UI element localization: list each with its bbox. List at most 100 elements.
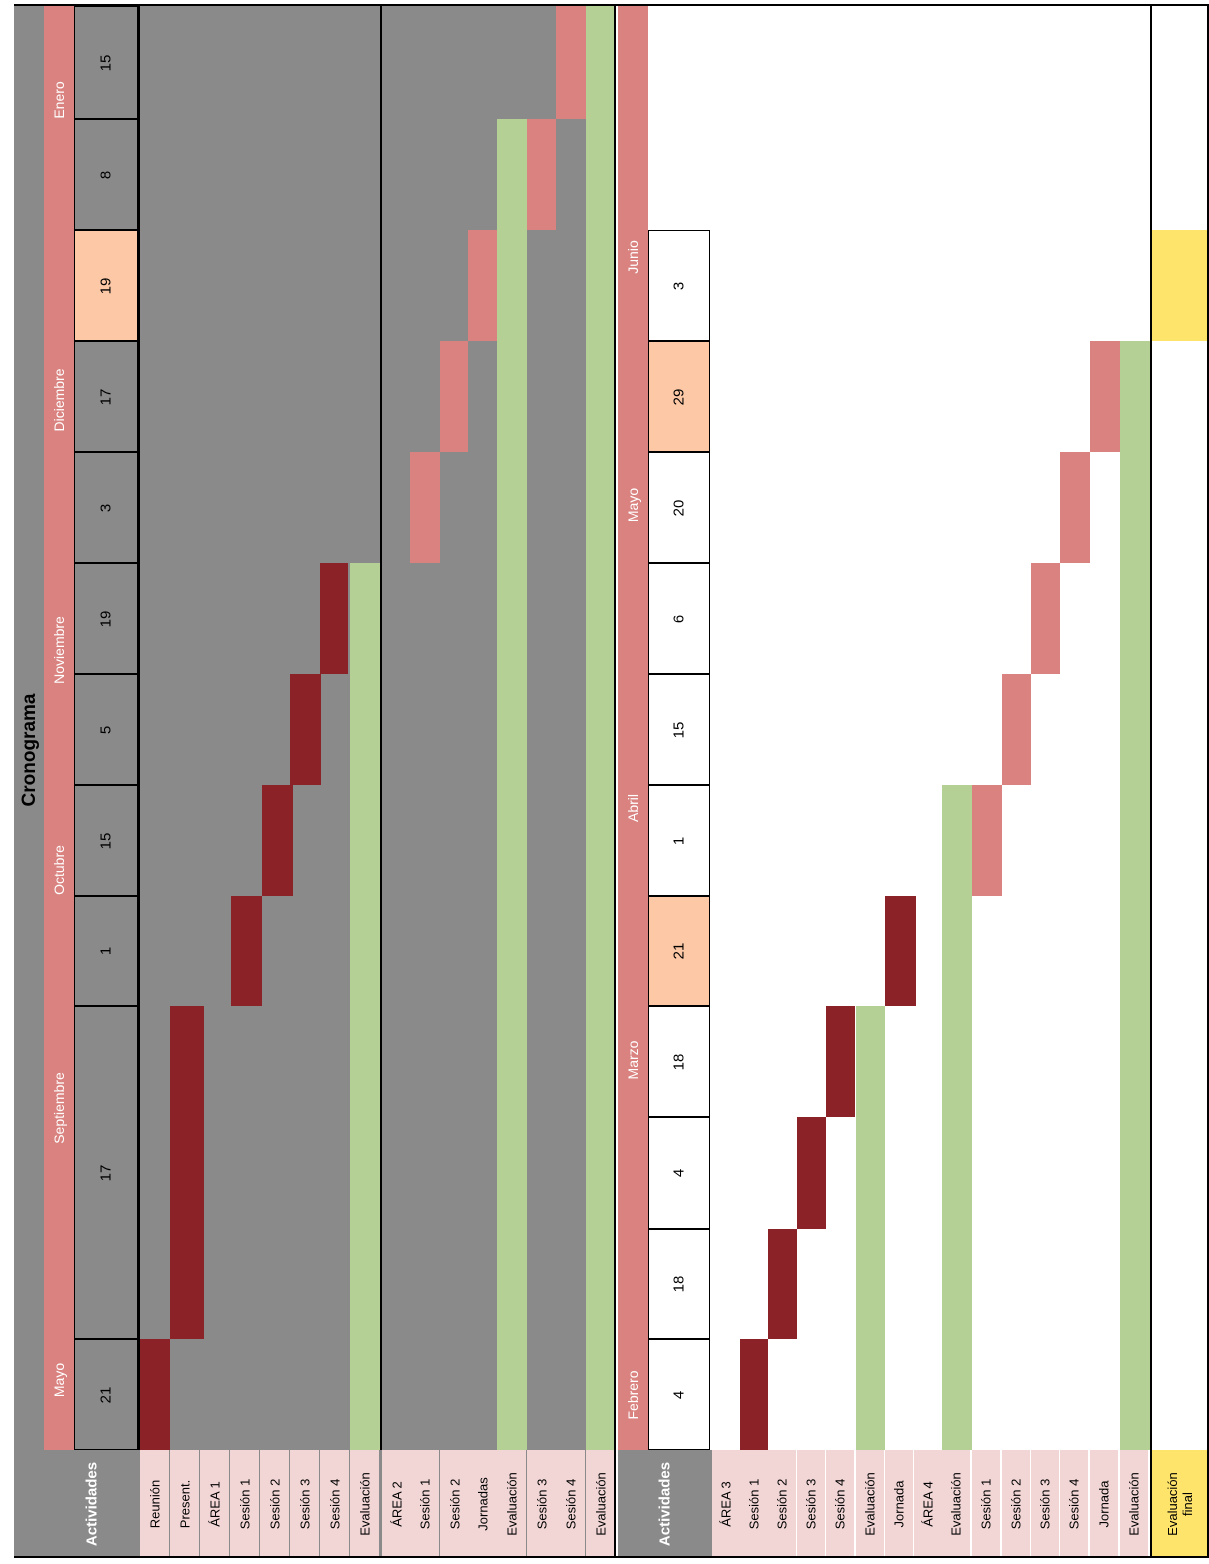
month-label: Diciembre (44, 340, 74, 460)
month-label: Abril (618, 748, 648, 868)
frame-line (614, 6, 616, 1558)
activities-header: Actividades (618, 1450, 712, 1558)
month-label-label: Junio (625, 240, 641, 274)
day-cell: 15 (74, 785, 138, 896)
activity-label-label: Evaluación (1126, 1472, 1142, 1536)
day-cell-label: 29 (670, 388, 688, 405)
activity-label: ÁREA 2 (382, 1450, 411, 1558)
evaluation-bar (942, 785, 972, 1450)
day-cell: 19 (74, 563, 138, 674)
day-cell-label: 3 (670, 281, 688, 290)
task-bar (440, 341, 468, 452)
day-cell-label: 3 (97, 503, 115, 512)
day-cell-label: 15 (97, 832, 115, 849)
day-cell: 18 (648, 1006, 710, 1117)
activity-label: Sesión 4 (556, 1450, 585, 1558)
activity-label: Sesión 4 (320, 1450, 349, 1558)
month-label: Septiembre (44, 1048, 74, 1168)
activity-label-label: Sesión 4 (1066, 1478, 1082, 1530)
month-label: Mayo (44, 1320, 74, 1440)
activity-label-label: Sesión 2 (1008, 1478, 1024, 1530)
task-bar (468, 230, 497, 341)
day-cell: 15 (74, 6, 138, 119)
month-label-label: Febrero (625, 1370, 641, 1420)
activity-label-label: ÁREA 1 (207, 1481, 222, 1527)
month-label: Enero (44, 40, 74, 160)
day-cell-label: 4 (670, 1390, 688, 1399)
activity-label: Evaluación (942, 1450, 970, 1558)
day-cell: 21 (648, 896, 710, 1006)
task-bar (320, 563, 348, 674)
activity-label-label: Evaluación (504, 1472, 519, 1536)
frame-line (14, 1556, 1209, 1558)
evaluation-bar (856, 1006, 885, 1450)
month-label: Octubre (44, 810, 74, 930)
day-cell: 17 (74, 341, 138, 452)
day-cell-label: 6 (670, 614, 688, 623)
day-cell-label: 21 (97, 1386, 115, 1403)
activity-label-label: Evaluación (357, 1472, 372, 1536)
activity-label: Evaluación (350, 1450, 379, 1558)
month-label-label: Diciembre (51, 368, 67, 432)
month-band-1 (44, 6, 74, 1450)
activity-label: Evaluación (856, 1450, 884, 1558)
activity-label-label: Sesión 3 (803, 1478, 819, 1530)
task-bar (410, 452, 440, 563)
activity-label-label: Evaluación (593, 1472, 608, 1536)
activity-label: Evaluación final (1152, 1450, 1207, 1558)
month-label-label: Abril (625, 793, 641, 823)
activity-label: Sesión 3 (1031, 1450, 1059, 1558)
month-label-label: Enero (51, 81, 67, 119)
activity-label: ÁREA 1 (200, 1450, 229, 1558)
evaluation-bar (586, 6, 616, 1450)
activity-label-label: Sesión 2 (447, 1478, 462, 1530)
day-cell: 29 (648, 341, 710, 452)
month-label: Marzo (618, 1000, 648, 1120)
task-bar (527, 119, 556, 230)
day-cell-label: 19 (97, 277, 115, 294)
month-label-label: Noviembre (51, 616, 67, 684)
activity-label-label: Jornadas (475, 1477, 490, 1531)
day-cell: 19 (74, 230, 138, 341)
month-label-label: Septiembre (51, 1072, 67, 1144)
page-title-label: Cronograma (19, 693, 40, 807)
day-cell: 6 (648, 563, 710, 674)
task-bar (972, 785, 1002, 896)
task-bar (556, 6, 586, 119)
frame-line (1207, 6, 1209, 1558)
evaluation-bar (350, 563, 380, 1450)
task-bar (740, 1339, 768, 1450)
day-cell: 1 (648, 785, 710, 896)
activity-label-label: ÁREA 2 (389, 1481, 404, 1527)
task-bar (768, 1229, 797, 1339)
activity-label: Sesión 3 (797, 1450, 825, 1558)
activity-label: Evaluación (586, 1450, 615, 1558)
day-cell: 21 (74, 1339, 138, 1450)
day-cell: 1 (74, 896, 138, 1006)
activity-label: Jornadas (468, 1450, 497, 1558)
activity-label-label: Sesión 4 (327, 1478, 342, 1530)
task-bar (1031, 563, 1060, 674)
day-cell-label: 1 (670, 836, 688, 845)
activity-label-label: Sesión 3 (1037, 1478, 1053, 1530)
day-cell-label: 15 (97, 54, 115, 71)
frame-line (1150, 6, 1152, 1558)
activity-label-label: Evaluación (862, 1472, 878, 1536)
activity-label-label: Evaluación final (1164, 1472, 1195, 1536)
day-cell-label: 19 (97, 610, 115, 627)
month-label-label: Mayo (51, 1362, 67, 1398)
evaluation-bar (1120, 341, 1152, 1450)
task-bar (826, 1006, 855, 1117)
activity-label-label: Sesión 1 (746, 1478, 762, 1530)
day-cell: 17 (74, 1006, 138, 1339)
evaluation-bar (497, 119, 527, 1450)
task-bar (885, 896, 916, 1006)
activity-label-label: Jornada (1096, 1480, 1112, 1528)
activity-label: Sesión 2 (260, 1450, 289, 1558)
activity-label: Sesión 3 (527, 1450, 556, 1558)
activity-label: Evaluación (1120, 1450, 1148, 1558)
month-label: Noviembre (44, 590, 74, 710)
day-cell: 20 (648, 452, 710, 563)
day-cell-label: 17 (97, 1164, 115, 1181)
